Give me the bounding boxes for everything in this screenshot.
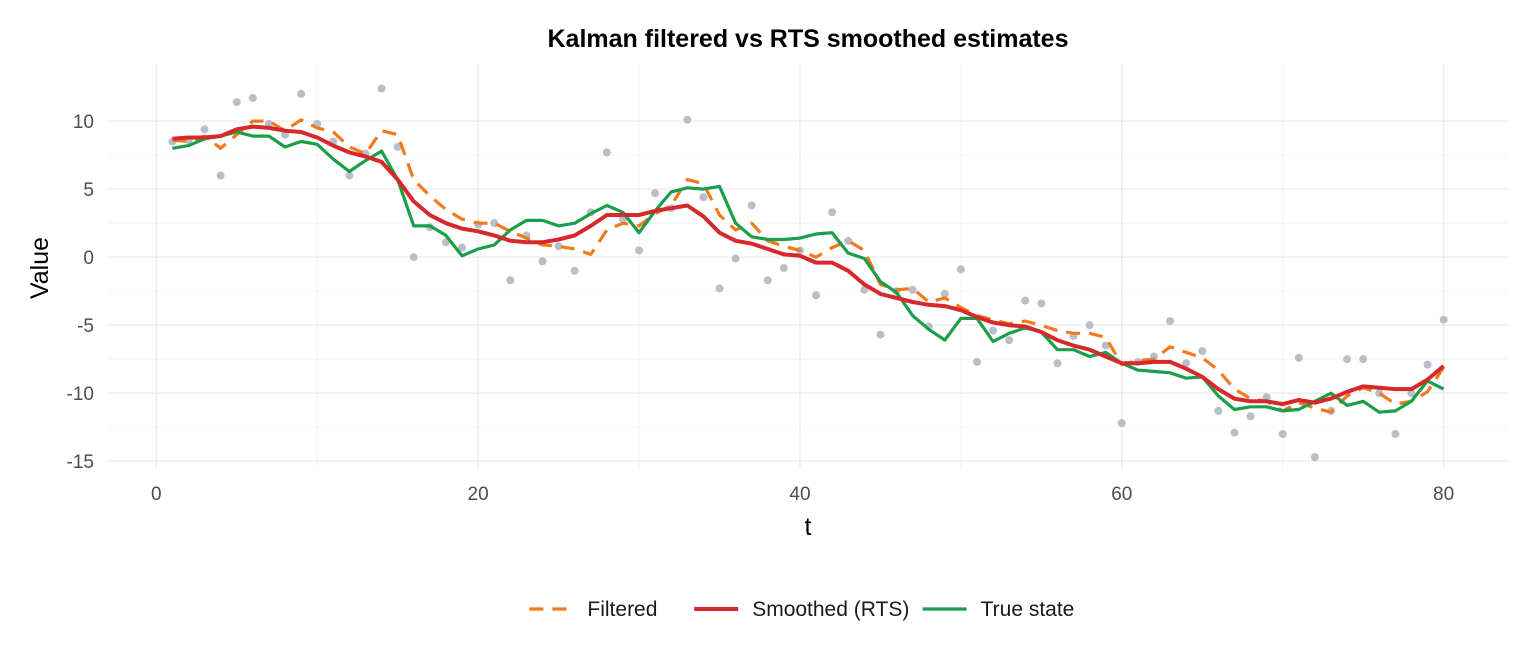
observation-point: [1246, 412, 1255, 421]
observation-point: [1423, 360, 1432, 369]
observation-point: [1230, 428, 1239, 437]
observation-point: [779, 264, 788, 273]
observation-point: [1085, 321, 1094, 330]
chart-title: Kalman filtered vs RTS smoothed estimate…: [548, 25, 1069, 53]
observation-point: [1359, 355, 1368, 364]
observation-point: [506, 276, 515, 285]
observation-point: [972, 357, 981, 366]
observation-point: [635, 246, 644, 255]
observation-point: [1021, 296, 1030, 305]
observation-point: [216, 171, 225, 180]
observation-point: [1278, 429, 1287, 438]
observation-point: [651, 189, 660, 198]
y-tick-label: -15: [67, 452, 94, 473]
observation-point: [812, 291, 821, 300]
observation-point: [940, 289, 949, 298]
x-tick-label: 20: [468, 484, 489, 505]
series-line-filtered: [172, 118, 1445, 414]
observation-point: [876, 330, 885, 339]
observation-point: [1198, 347, 1207, 356]
observation-point: [1391, 429, 1400, 438]
observation-point: [908, 285, 917, 294]
observation-point: [200, 125, 209, 134]
observation-point: [731, 254, 740, 263]
observation-point: [393, 142, 402, 151]
x-tick-label: 40: [789, 484, 810, 505]
observation-point: [1310, 453, 1319, 462]
observation-point: [1166, 317, 1175, 326]
x-tick-label: 80: [1433, 484, 1454, 505]
y-tick-label: 10: [73, 112, 94, 133]
observation-point: [747, 201, 756, 210]
observation-point: [1005, 336, 1014, 345]
observation-point: [699, 193, 708, 202]
observation-point: [248, 94, 257, 103]
x-tick-label: 60: [1111, 484, 1132, 505]
series-line-true-state: [172, 130, 1445, 414]
observation-point: [345, 171, 354, 180]
observation-point: [538, 257, 547, 266]
legend-label: True state: [981, 598, 1075, 621]
observation-point: [1262, 393, 1271, 402]
observation-point: [715, 284, 724, 293]
observation-point: [409, 253, 418, 262]
y-tick-label: 5: [83, 180, 94, 201]
observation-point: [683, 115, 692, 124]
observation-point: [828, 208, 837, 217]
observation-point: [989, 326, 998, 335]
tick-labels: 0 20 40 60 80 10 5 0 -5 -10 -15: [67, 112, 1455, 505]
observation-point: [1037, 299, 1046, 308]
observation-point: [956, 265, 965, 274]
observation-point: [602, 148, 611, 157]
observation-point: [1117, 419, 1126, 428]
series-lines: [172, 118, 1445, 414]
x-tick-label: 0: [151, 484, 162, 505]
x-axis-title: t: [805, 513, 812, 541]
observation-point: [377, 84, 386, 93]
legend-label: Filtered: [587, 598, 657, 621]
observation-point: [1343, 355, 1352, 364]
observation-point: [297, 89, 306, 98]
series-line-smoothed-rts: [172, 124, 1445, 407]
observation-point: [554, 242, 563, 251]
legend: Filtered Smoothed (RTS) True state: [529, 598, 1074, 621]
observation-point: [1294, 353, 1303, 362]
y-tick-label: 0: [83, 248, 94, 269]
observation-point: [1439, 315, 1448, 324]
y-tick-label: -5: [77, 316, 94, 337]
legend-label: Smoothed (RTS): [752, 598, 909, 621]
observation-point: [1407, 389, 1416, 398]
observation-point: [570, 266, 579, 275]
observation-point: [1214, 406, 1223, 415]
observation-point: [458, 243, 467, 252]
y-axis-title: Value: [26, 237, 54, 299]
observation-point: [1182, 359, 1191, 368]
observation-point: [232, 98, 241, 107]
observation-point: [763, 276, 772, 285]
observation-point: [1053, 359, 1062, 368]
y-tick-label: -10: [67, 384, 94, 405]
observation-points: [168, 84, 1448, 462]
